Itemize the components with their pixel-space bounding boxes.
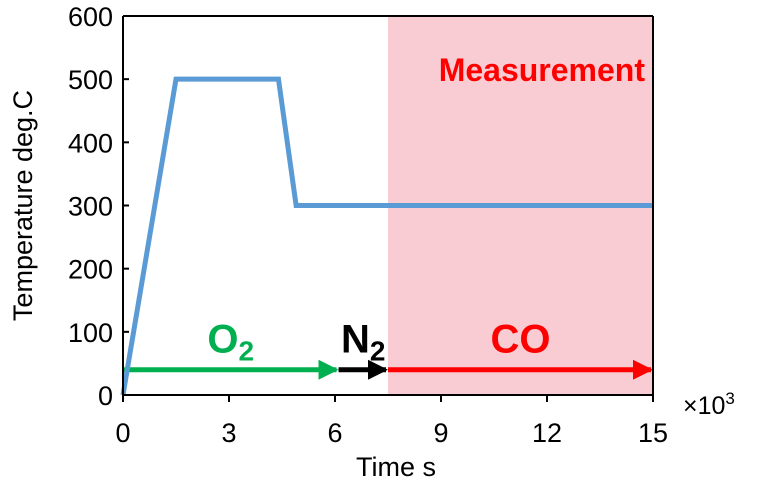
x-axis-multiplier-exponent: 3 (725, 389, 734, 408)
x-tick-label: 6 (327, 418, 342, 448)
gas-label-formula: O (207, 318, 238, 362)
x-axis-multiplier-base: ×10 (683, 392, 725, 420)
x-tick-label: 3 (221, 418, 236, 448)
y-tick-label: 0 (98, 381, 113, 411)
y-tick-label: 500 (68, 65, 113, 95)
x-tick-label: 12 (532, 418, 562, 448)
x-axis-label: Time s (356, 452, 436, 482)
y-tick-label: 100 (68, 318, 113, 348)
gas-label: O2 (207, 318, 254, 367)
gas-label: N2 (341, 318, 385, 367)
y-tick-label: 300 (68, 192, 113, 222)
x-tick-label: 0 (115, 418, 130, 448)
gas-label-subscript: 2 (239, 336, 255, 367)
gas-label-subscript: 2 (370, 336, 386, 367)
gas-label: CO (491, 318, 551, 362)
x-tick-label: 9 (433, 418, 448, 448)
y-tick-label: 600 (68, 2, 113, 32)
gas-label-formula: CO (491, 318, 551, 362)
x-axis-multiplier: ×103 (683, 389, 735, 420)
temperature-series-line (120, 76, 653, 396)
y-axis-label: Temperature deg.C (8, 90, 38, 321)
y-tick-label: 200 (68, 255, 113, 285)
y-tick-label: 400 (68, 128, 113, 158)
gas-label-formula: N (341, 318, 370, 362)
measurement-label: Measurement (439, 52, 646, 88)
x-tick-label: 15 (638, 418, 668, 448)
